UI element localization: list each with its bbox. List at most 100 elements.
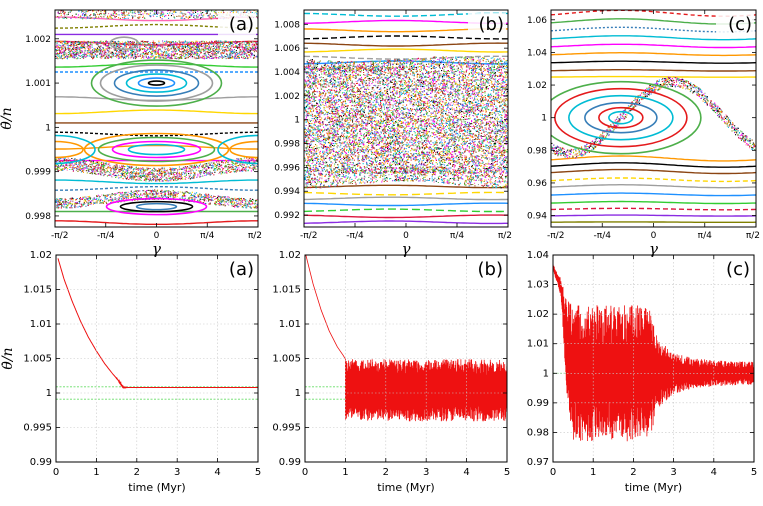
- plot-area-b_bottom: [305, 255, 507, 422]
- resonance-island-curve: [229, 140, 258, 159]
- panel-label: (b): [478, 259, 503, 280]
- resonance-island-curve: [135, 202, 178, 211]
- chaotic-band-lower: [55, 189, 258, 209]
- panel-label-bg: [468, 13, 506, 36]
- chaotic-point: [308, 167, 507, 188]
- x-tick-label: 2: [630, 467, 636, 478]
- plot-frame: [54, 9, 259, 228]
- invariant-curve: [551, 35, 756, 41]
- y-tick-label: 0.99: [279, 457, 301, 468]
- plot-frame: [550, 9, 757, 228]
- y-tick-label: 0.995: [272, 423, 301, 434]
- resonance-island-curve: [584, 101, 658, 134]
- chaotic-point: [55, 157, 257, 180]
- x-tick-label: 0: [403, 231, 409, 241]
- y-tick-label: 1.015: [272, 285, 301, 296]
- y-tick-label: 1.002: [25, 35, 51, 45]
- invariant-curve: [304, 48, 508, 53]
- y-tick-label: 1: [294, 116, 300, 126]
- x-tick-label: -π/4: [594, 231, 612, 241]
- panel-label: (a): [229, 14, 254, 35]
- y-tick-label: 0.98: [527, 146, 547, 156]
- chaotic-point: [307, 56, 497, 70]
- invariant-curve: [551, 155, 756, 162]
- chaotic-sea-edge-lower: [304, 166, 508, 189]
- y-tick-label: 1.01: [279, 319, 301, 330]
- y-tick-label: 1.02: [527, 81, 547, 91]
- x-axis-label: time (Myr): [625, 481, 682, 494]
- chaotic-point: [304, 167, 506, 189]
- y-tick-label: 0.998: [25, 212, 51, 222]
- chaotic-point: [326, 56, 508, 72]
- chaotic-point: [304, 65, 508, 174]
- x-tick-label: 2: [383, 467, 389, 478]
- panel-label-bg: [716, 13, 754, 36]
- x-tick-label: π/4: [200, 231, 214, 241]
- invariant-curve: [551, 162, 756, 168]
- x-axis-label: time (Myr): [128, 481, 185, 494]
- resonance-island-curve: [217, 134, 258, 165]
- y-tick-label: 0.98: [527, 427, 549, 438]
- y-tick-label: 1.04: [527, 48, 547, 58]
- resonance-island-curve: [111, 140, 202, 159]
- invariant-curve: [304, 196, 508, 201]
- x-axis-label: γ: [402, 240, 411, 258]
- x-tick-label: 4: [214, 467, 220, 478]
- y-tick-label: 1: [46, 388, 52, 399]
- y-tick-label: 0.96: [527, 179, 547, 189]
- x-tick-label: 1: [590, 467, 596, 478]
- y-tick-label: 1.02: [527, 309, 549, 320]
- y-tick-label: 1.006: [274, 44, 300, 54]
- resonance-island-curve: [127, 143, 186, 156]
- resonance-island-curve: [83, 132, 230, 167]
- invariant-curve: [55, 131, 258, 137]
- y-tick-label: 0.97: [527, 457, 549, 468]
- chaotic-point: [307, 57, 508, 71]
- x-tick-label: 4: [711, 467, 717, 478]
- resonance-island-curve: [113, 69, 200, 97]
- x-tick-label: 3: [174, 467, 180, 478]
- chaotic-sea-edge-upper: [305, 56, 508, 72]
- resonance-island-curve: [90, 59, 223, 107]
- plot-area-b_top: [304, 12, 508, 225]
- y-tick-label: 1.005: [272, 354, 301, 365]
- resonance-island-curve: [97, 136, 216, 163]
- x-tick-label: π/2: [498, 231, 512, 241]
- invariant-curve: [551, 177, 756, 183]
- invariant-curve: [304, 220, 508, 225]
- invariant-curve: [304, 191, 508, 196]
- y-tick-label: 1.004: [274, 68, 300, 78]
- invariant-curve: [551, 192, 756, 197]
- x-tick-label: 4: [463, 467, 469, 478]
- y-tick-label: 1.008: [274, 20, 300, 30]
- invariant-curve: [551, 60, 756, 64]
- panel-b_bottom: 0 1 2 3 4 5 0.99 0.995 1 1.005 1.01 1.015 1.02 time (…: [272, 250, 510, 494]
- plot-area-c_bottom: [553, 264, 754, 442]
- chaotic-point: [304, 166, 503, 187]
- y-axis-label: θ̇/n: [0, 347, 16, 369]
- plot-frame: [304, 254, 508, 463]
- chaotic-point: [551, 77, 754, 158]
- x-tick-label: 0: [651, 231, 657, 241]
- x-tick-label: -π/2: [51, 231, 68, 241]
- chaotic-point: [55, 40, 258, 60]
- invariant-curve: [304, 208, 508, 213]
- x-tick-label: 5: [751, 467, 757, 478]
- invariant-curve: [304, 12, 508, 17]
- y-tick-label: 1.01: [527, 339, 549, 350]
- x-tick-label: 5: [504, 467, 510, 478]
- plot-frame: [55, 254, 259, 463]
- x-axis-label: γ: [649, 240, 658, 258]
- y-tick-label: 0.99: [527, 398, 549, 409]
- invariant-curve: [304, 35, 508, 40]
- invariant-curve: [55, 179, 258, 185]
- resonance-island-curve: [598, 106, 644, 129]
- invariant-curve: [551, 168, 756, 175]
- panel-a_bottom: 0 1 2 3 4 5 0.99 0.995 1 1.005 1.01 1.015 1.02 time (…: [0, 250, 261, 494]
- panel-label-bg: [218, 13, 256, 36]
- y-tick-label: 1.04: [527, 250, 549, 261]
- y-axis-label: θ̇/n: [0, 107, 15, 129]
- y-tick-label: 1.02: [279, 250, 301, 261]
- invariant-curve: [304, 184, 508, 189]
